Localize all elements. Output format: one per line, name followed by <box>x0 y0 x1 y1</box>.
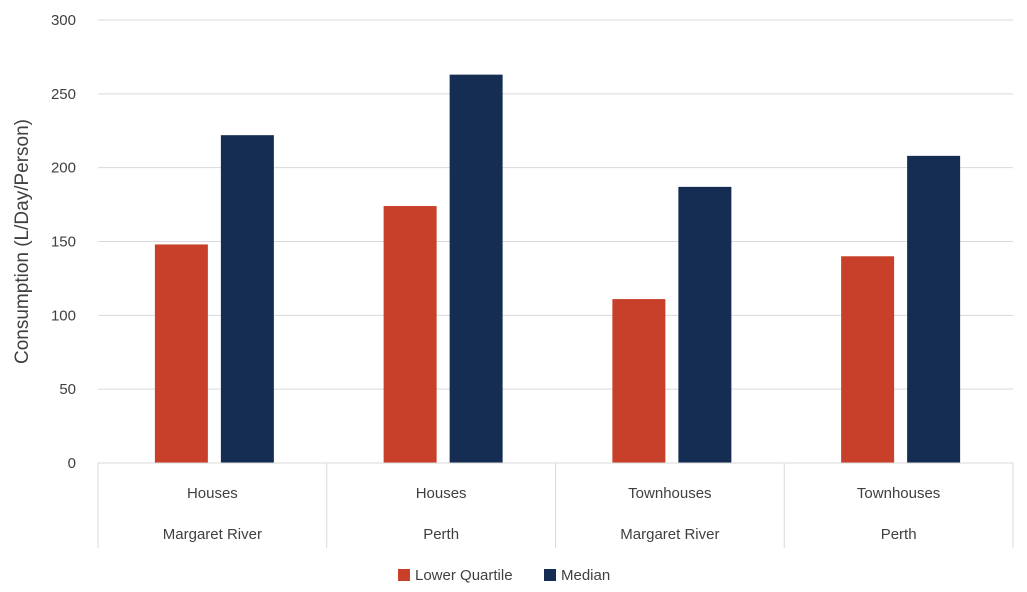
bar-lower-quartile-3 <box>841 256 895 463</box>
y-axis-title: Consumption (L/Day/Person) <box>12 119 33 364</box>
bar-lower-quartile-1 <box>383 206 437 463</box>
y-tick-label: 250 <box>51 86 76 103</box>
x-category-label: Houses <box>187 485 238 502</box>
y-tick-label: 100 <box>51 307 76 324</box>
x-category-label: Townhouses <box>857 485 940 502</box>
legend-swatch-median <box>544 569 556 581</box>
bars <box>154 74 961 464</box>
y-tick-label: 150 <box>51 234 76 251</box>
x-subcategory-label: Margaret River <box>620 526 719 543</box>
bar-median-3 <box>907 155 961 463</box>
x-category-label: Houses <box>416 485 467 502</box>
bar-lower-quartile-0 <box>154 244 208 463</box>
bar-lower-quartile-2 <box>612 299 666 463</box>
x-category-label: Townhouses <box>628 485 711 502</box>
x-axis: Houses Margaret River Houses Perth Townhouse… <box>97 462 1014 548</box>
legend: Lower Quartile Median <box>398 567 610 584</box>
bar-median-1 <box>449 74 503 464</box>
y-axis-ticks: 0 50 100 150 200 250 300 <box>51 12 76 472</box>
bar-median-2 <box>678 186 732 463</box>
y-tick-label: 300 <box>51 12 76 29</box>
legend-swatch-lower-quartile <box>398 569 410 581</box>
bar-median-0 <box>220 135 274 463</box>
y-tick-label: 200 <box>51 160 76 177</box>
legend-label: Median <box>561 567 610 584</box>
x-subcategory-label: Perth <box>881 526 917 543</box>
x-subcategory-label: Perth <box>423 526 459 543</box>
y-tick-label: 50 <box>59 381 76 398</box>
legend-label: Lower Quartile <box>415 567 513 584</box>
x-subcategory-label: Margaret River <box>163 526 262 543</box>
y-tick-label: 0 <box>68 455 76 472</box>
